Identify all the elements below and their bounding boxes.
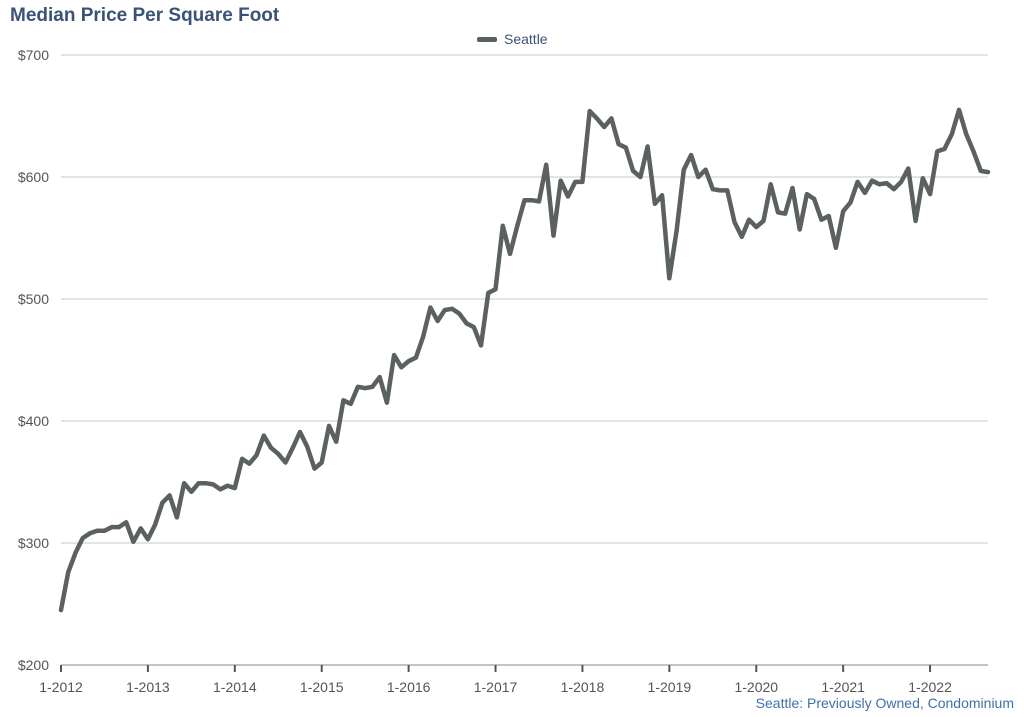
y-tick-label: $600 xyxy=(18,169,49,185)
source-note: Seattle: Previously Owned, Condominium xyxy=(755,695,1014,711)
series-line-seattle xyxy=(58,107,991,613)
legend-swatch xyxy=(477,36,497,42)
y-tick-label: $200 xyxy=(18,657,49,673)
x-tick-label: 1-2017 xyxy=(474,679,518,695)
x-tick-label: 1-2016 xyxy=(387,679,431,695)
x-tick-label: 1-2012 xyxy=(39,679,83,695)
x-tick-label: 1-2020 xyxy=(734,679,778,695)
chart-title: Median Price Per Square Foot xyxy=(10,5,280,26)
y-tick-label: $300 xyxy=(18,535,49,551)
x-tick-label: 1-2022 xyxy=(908,679,952,695)
legend: Seattle xyxy=(477,31,548,47)
legend-label: Seattle xyxy=(504,31,548,47)
y-tick-label: $400 xyxy=(18,413,49,429)
x-tick-label: 1-2014 xyxy=(213,679,257,695)
x-tick-label: 1-2018 xyxy=(561,679,605,695)
x-tick-label: 1-2013 xyxy=(126,679,170,695)
y-tick-label: $500 xyxy=(18,291,49,307)
x-tick-label: 1-2019 xyxy=(648,679,692,695)
y-tick-label: $700 xyxy=(18,47,49,63)
x-tick-label: 1-2021 xyxy=(821,679,865,695)
x-tick-label: 1-2015 xyxy=(300,679,344,695)
